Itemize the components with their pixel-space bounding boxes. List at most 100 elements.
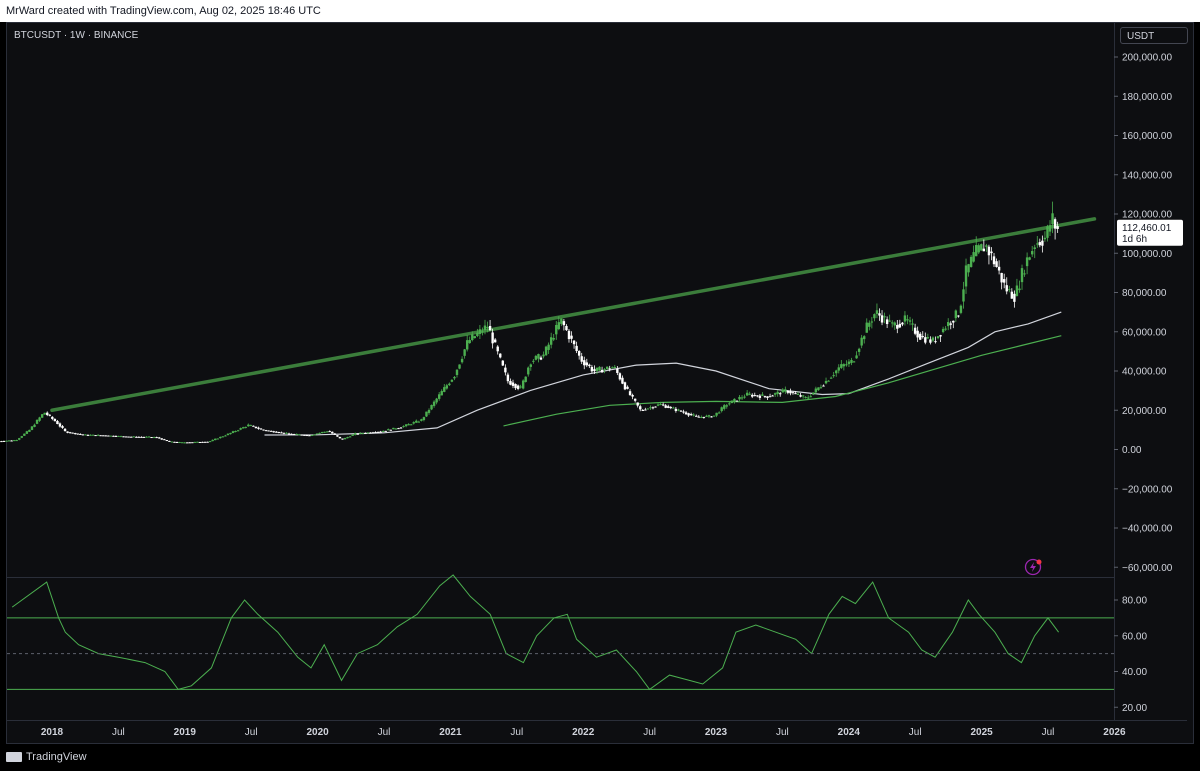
candle-body xyxy=(287,433,291,435)
candle-body xyxy=(924,337,927,343)
candle-body xyxy=(86,434,90,436)
candle-body xyxy=(1013,293,1016,302)
price-tick-label: −60,000.00 xyxy=(1122,563,1173,574)
candle-body xyxy=(549,337,553,345)
candle-body xyxy=(995,261,998,268)
candle-body xyxy=(130,436,133,438)
candle-body xyxy=(91,434,95,436)
candle-body xyxy=(117,435,120,437)
candle-body xyxy=(761,394,764,396)
candle-body xyxy=(972,252,975,262)
candle-body xyxy=(947,322,950,327)
candle-body xyxy=(63,428,67,432)
candle-body xyxy=(178,442,181,444)
candle-body xyxy=(590,366,594,372)
candle-body xyxy=(868,322,871,327)
candle-body xyxy=(356,433,359,435)
lightning-icon xyxy=(1030,562,1036,572)
candle-body xyxy=(885,319,889,325)
candle-body xyxy=(667,406,670,408)
candle-body xyxy=(61,426,64,428)
candle-body xyxy=(422,417,426,420)
candle-body xyxy=(880,315,884,323)
candle-body xyxy=(941,328,945,333)
candle-body xyxy=(102,435,105,437)
candle-body xyxy=(547,344,550,350)
candle-body xyxy=(710,416,713,418)
time-tick-label: 2019 xyxy=(174,727,197,738)
candle-body xyxy=(827,380,830,382)
candle-body xyxy=(445,385,449,389)
candle-body xyxy=(639,406,642,410)
candle-body xyxy=(659,403,662,406)
candle-body xyxy=(1043,237,1047,240)
candle-body xyxy=(990,251,993,254)
candle-body xyxy=(501,360,505,366)
candle-body xyxy=(1025,257,1029,267)
candle-body xyxy=(723,405,726,409)
rsi-axis: 80.00 60.00 40.00 20.00 xyxy=(7,596,1147,714)
candle-body xyxy=(521,380,525,389)
candle-body xyxy=(376,431,380,433)
candle-body xyxy=(124,436,128,438)
candle-body xyxy=(325,431,329,433)
candle-body xyxy=(1000,272,1003,283)
candle-body xyxy=(38,417,41,421)
candle-body xyxy=(208,441,212,443)
candle-body xyxy=(570,335,573,339)
attribution-text: MrWard created with TradingView.com, Aug… xyxy=(6,5,321,17)
brand-label: TradingView xyxy=(26,751,87,763)
candle-body xyxy=(18,438,21,440)
candle-body xyxy=(427,410,431,413)
currency-selector[interactable]: USDT xyxy=(1120,27,1188,44)
candle-body xyxy=(343,437,347,440)
candle-body xyxy=(374,432,377,434)
candle-body xyxy=(695,415,698,417)
candle-body xyxy=(79,433,82,435)
candle-body xyxy=(463,349,466,356)
candle-body xyxy=(534,355,538,360)
candle-body xyxy=(226,433,230,436)
candle-body xyxy=(975,245,978,257)
resistance-trendline xyxy=(50,217,1097,412)
ma-white-line xyxy=(264,311,1062,436)
candle-body xyxy=(379,431,382,433)
candle-body xyxy=(626,386,629,389)
candle-body xyxy=(186,442,189,444)
candle-body xyxy=(959,305,963,313)
candle-body xyxy=(598,366,601,371)
candle-body xyxy=(328,431,331,433)
candle-body xyxy=(183,442,186,444)
alert-icon[interactable] xyxy=(1024,558,1042,576)
candle-body xyxy=(555,324,558,335)
candle-body xyxy=(791,392,795,394)
candle-body xyxy=(114,435,118,437)
candle-body xyxy=(353,433,357,435)
price-tick-label: 140,000.00 xyxy=(1122,170,1172,181)
candle-body xyxy=(315,433,319,435)
candle-body xyxy=(107,435,110,437)
candle-body xyxy=(847,361,851,365)
candle-body xyxy=(404,424,408,427)
candle-body xyxy=(913,327,917,334)
candle-body xyxy=(753,395,756,397)
candle-body xyxy=(524,376,527,382)
candle-body xyxy=(346,437,349,439)
symbol-info: BTCUSDT · 1W · BINANCE xyxy=(14,30,139,41)
candle-body xyxy=(409,424,413,426)
candle-body xyxy=(361,433,365,435)
candle-body xyxy=(735,400,739,402)
candle-body xyxy=(875,310,879,314)
candle-body xyxy=(906,319,909,321)
candle-body xyxy=(366,432,370,434)
candle-body xyxy=(40,414,44,418)
candle-body xyxy=(348,436,352,438)
notification-dot xyxy=(1036,559,1042,565)
rsi-tick-label: 40.00 xyxy=(1122,667,1147,678)
candle-body xyxy=(310,434,314,436)
candle-body xyxy=(496,346,499,352)
candle-body xyxy=(305,435,309,437)
candle-body xyxy=(506,374,510,382)
candle-body xyxy=(949,323,952,325)
